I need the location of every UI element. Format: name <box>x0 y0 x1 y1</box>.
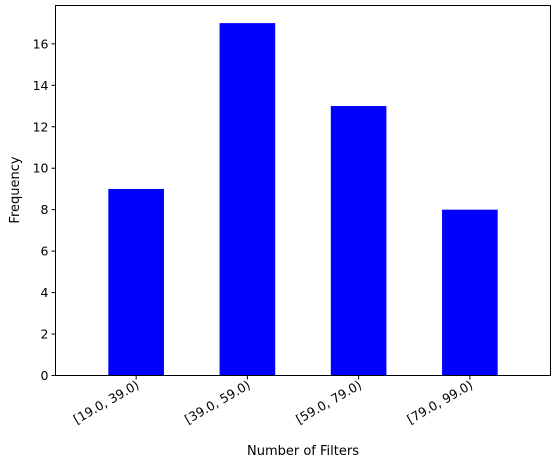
y-tick-label-2: 4 <box>41 285 49 300</box>
bar-3 <box>442 209 498 376</box>
x-tick-label-3: [79.0, 99.0) <box>404 377 475 427</box>
bar-1 <box>219 23 276 376</box>
y-tick-label-7: 14 <box>33 78 49 93</box>
y-tick-label-5: 10 <box>33 161 49 176</box>
x-tick-label-2: [59.0, 79.0) <box>293 377 364 427</box>
plot-frame <box>55 5 551 376</box>
x-axis: [19.0, 39.0) [39.0, 59.0) [59.0, 79.0) [79.… <box>71 375 475 427</box>
y-axis-label: Frequency <box>8 156 23 223</box>
y-tick-label-1: 2 <box>41 327 49 342</box>
bars-layer <box>108 23 498 376</box>
bar-2 <box>330 106 387 376</box>
x-tick-label-1: [39.0, 59.0) <box>182 377 253 427</box>
y-tick-label-8: 16 <box>33 36 49 51</box>
x-axis-label: Number of Filters <box>247 444 359 459</box>
y-axis: 0 2 4 6 8 10 12 14 16 <box>33 36 56 383</box>
y-tick-label-4: 8 <box>41 202 49 217</box>
bar-0 <box>108 188 164 376</box>
x-tick-label-0: [19.0, 39.0) <box>71 377 142 427</box>
y-tick-label-0: 0 <box>41 368 49 383</box>
y-tick-label-3: 6 <box>41 244 49 259</box>
y-tick-label-6: 12 <box>33 119 49 134</box>
